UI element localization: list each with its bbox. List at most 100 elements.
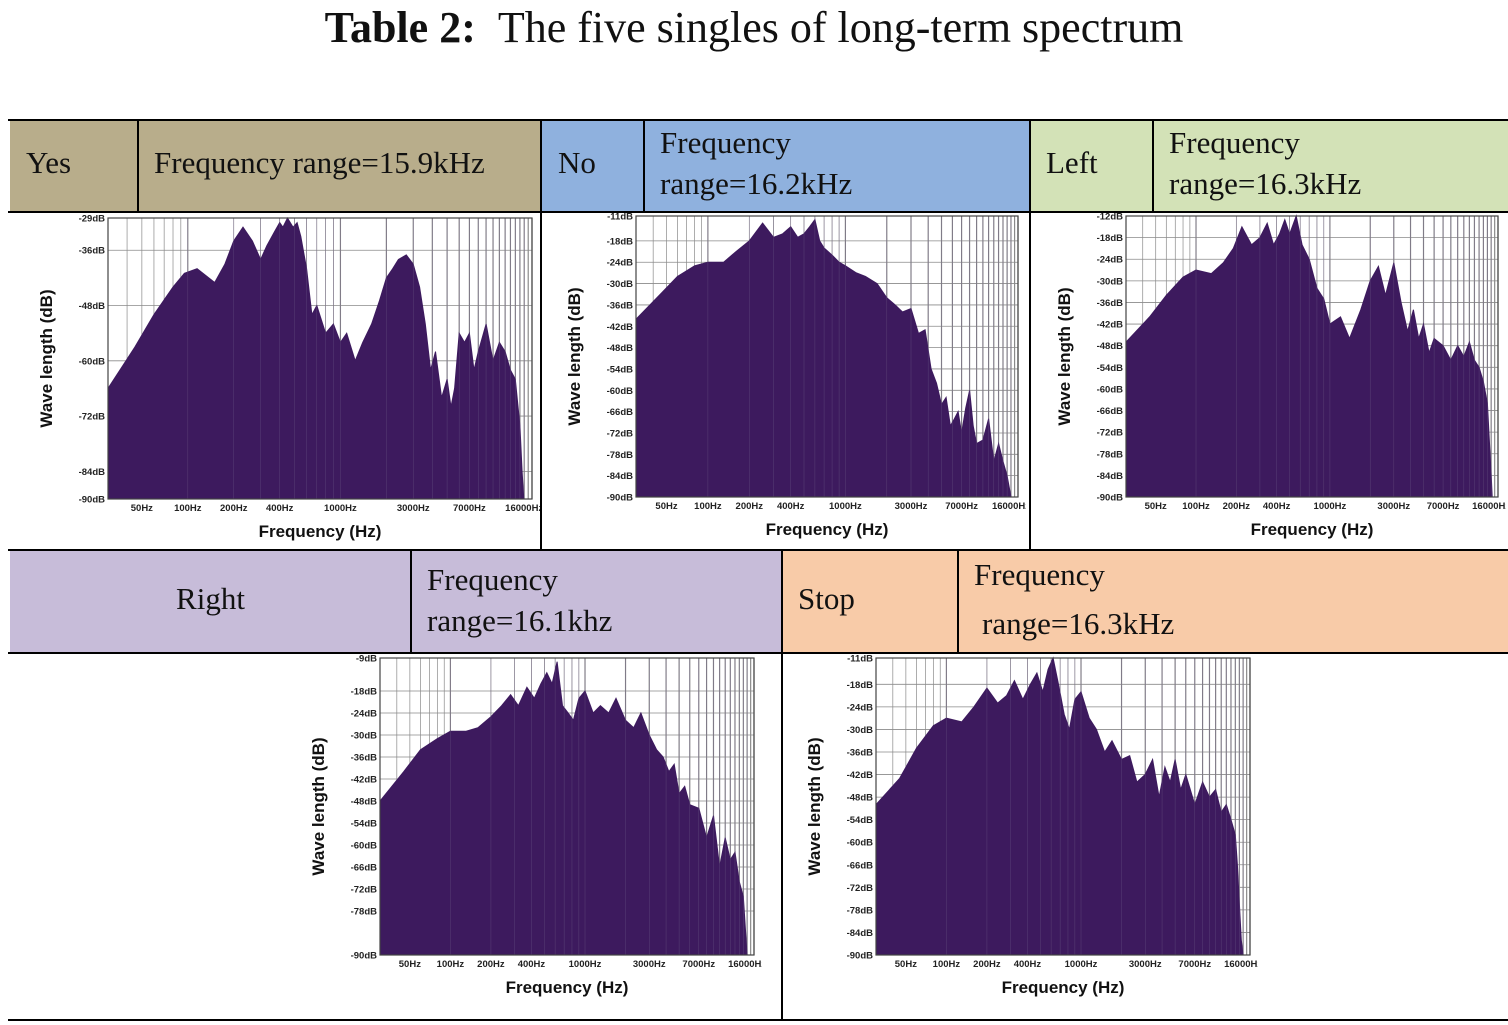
y-tick-label: -60dB: [607, 386, 634, 397]
yes-spectrum-chart: -29dB -36dB -48dB -60dB -72dB -84dB -90dB 50Hz 1…: [37, 214, 540, 542]
y-tick-label: -29dB: [79, 214, 106, 225]
x-tick-label: 1000Hz: [829, 501, 862, 512]
table-rule-col-d: [1029, 119, 1031, 551]
table-rule-col-b: [540, 119, 542, 551]
y-tick-label: -24dB: [351, 709, 378, 720]
y-tick-label: -48dB: [1097, 341, 1124, 352]
y-tick-label: -78dB: [351, 907, 378, 918]
y-tick-label: -72dB: [847, 883, 874, 894]
y-tick-label: -11dB: [607, 212, 633, 223]
stop-word-cell: Stop: [782, 551, 958, 653]
x-axis-label: Frequency (Hz): [766, 520, 889, 539]
spectrum-bins: [187, 218, 525, 499]
y-tick-label: -84dB: [1097, 471, 1124, 482]
y-tick-label: -12dB: [1097, 212, 1124, 223]
y-tick-label: -36dB: [79, 246, 106, 257]
x-tick-label: 100Hz: [1182, 501, 1210, 512]
y-tick-label: -18dB: [607, 236, 634, 247]
y-tick-label: -30dB: [351, 731, 378, 742]
left-word-cell: Left: [1030, 120, 1153, 212]
y-tick-label: -60dB: [351, 841, 378, 852]
y-tick-label: -78dB: [847, 905, 874, 916]
left-word: Left: [1046, 145, 1098, 180]
y-tick-label: -54dB: [1097, 363, 1124, 374]
table-title: Table 2: The five singles of long-term s…: [0, 2, 1508, 53]
y-tick-label: -48dB: [79, 301, 106, 312]
x-tick-label: 3000Hz: [1129, 959, 1162, 970]
table-rule-col-c: [643, 119, 645, 213]
table-rule-header2: [8, 652, 1508, 654]
x-tick-label: 1000Hz: [1065, 959, 1098, 970]
right-frequency-cell: Frequency range=16.1khz: [411, 551, 782, 653]
y-axis-label: Wave length (dB): [37, 289, 56, 427]
y-tick-label: -60dB: [79, 356, 106, 367]
y-tick-label: -48dB: [607, 343, 634, 354]
spectrum-bins: [946, 658, 1244, 955]
y-tick-label: -24dB: [607, 258, 634, 269]
x-tick-label: 200Hz: [736, 501, 764, 512]
y-tick-label: -60dB: [1097, 384, 1124, 395]
y-tick-label: -42dB: [607, 322, 634, 333]
y-tick-label: -42dB: [847, 770, 874, 781]
spectrum-bins: [1195, 216, 1492, 497]
x-tick-label: 100Hz: [437, 959, 465, 970]
y-tick-label: -84dB: [79, 467, 106, 478]
y-tick-label: -30dB: [607, 279, 634, 290]
table-rule-col-e: [1152, 119, 1154, 213]
x-tick-label: 7000Hz: [453, 503, 486, 514]
x-axis-label: Frequency (Hz): [506, 978, 629, 997]
stop-frequency-label: Frequency: [974, 557, 1105, 592]
plot-border: [875, 657, 1251, 956]
yes-frequency-cell: Frequency range=15.9kHz: [138, 120, 542, 212]
spectrum-area: [379, 661, 748, 956]
x-tick-label: 7000Hz: [1178, 959, 1211, 970]
table-caption: The five singles of long-term spectrum: [497, 3, 1184, 52]
left-spectrum-chart: -12dB -18dB -24dB -30dB -36dB -42dB -48dB -54dB…: [1055, 212, 1506, 540]
table-rule-col-f: [410, 549, 412, 654]
x-tick-label: 100Hz: [694, 501, 722, 512]
y-tick-label: -48dB: [847, 793, 874, 804]
right-frequency-label: Frequency: [427, 562, 558, 597]
y-tick-label: -90dB: [1097, 493, 1124, 504]
table-rule-col-a: [137, 119, 139, 213]
y-tick-label: -66dB: [351, 863, 378, 874]
no-spectrum-chart: -11dB -18dB -24dB -30dB -36dB -42dB -48dB -54dB…: [565, 212, 1026, 540]
table-rule-bottom: [8, 1019, 1508, 1021]
y-axis-label: Wave length (dB): [565, 287, 584, 425]
stop-spectrum-chart: -11dB -18dB -24dB -30dB -36dB -42dB -48dB -54dB…: [805, 654, 1258, 998]
no-frequency-range: range=16.2kHz: [660, 166, 853, 201]
spectrum-bins: [450, 658, 748, 955]
y-tick-label: -78dB: [607, 450, 634, 461]
x-tick-label: 50Hz: [399, 959, 421, 970]
y-tick-label: -72dB: [607, 428, 634, 439]
x-axis-label: Frequency (Hz): [1002, 978, 1125, 997]
table-rule-col-g: [781, 549, 783, 1021]
y-tick-label: -48dB: [351, 797, 378, 808]
x-tick-label: 3000Hz: [895, 501, 928, 512]
table-rule-top: [8, 119, 1508, 121]
y-tick-label: -78dB: [1097, 449, 1124, 460]
x-tick-label: 400Hz: [777, 501, 805, 512]
y-tick-label: -84dB: [847, 928, 874, 939]
y-tick-label: -30dB: [1097, 276, 1124, 287]
x-tick-label: 1000Hz: [324, 503, 357, 514]
right-word: Right: [176, 581, 245, 616]
right-word-cell: Right: [10, 551, 411, 653]
y-tick-label: -72dB: [1097, 428, 1124, 439]
y-tick-label: -66dB: [1097, 406, 1124, 417]
y-tick-label: -36dB: [607, 300, 634, 311]
stop-word: Stop: [798, 581, 855, 616]
x-tick-label: 200Hz: [1223, 501, 1251, 512]
x-tick-label: 50Hz: [1145, 501, 1167, 512]
plot-border: [635, 215, 1019, 498]
yes-frequency-range: Frequency range=15.9kHz: [154, 145, 485, 180]
plot-border: [379, 657, 755, 956]
y-tick-label: -24dB: [847, 702, 874, 713]
y-tick-label: -36dB: [847, 747, 874, 758]
left-frequency-label: Frequency: [1169, 125, 1300, 160]
x-tick-label: 16000Hz: [505, 503, 540, 514]
x-tick-label: 7000Hz: [945, 501, 978, 512]
right-frequency-range: range=16.1khz: [427, 603, 613, 638]
y-tick-label: -18dB: [847, 680, 874, 691]
left-frequency-cell: Frequency range=16.3kHz: [1153, 120, 1508, 212]
